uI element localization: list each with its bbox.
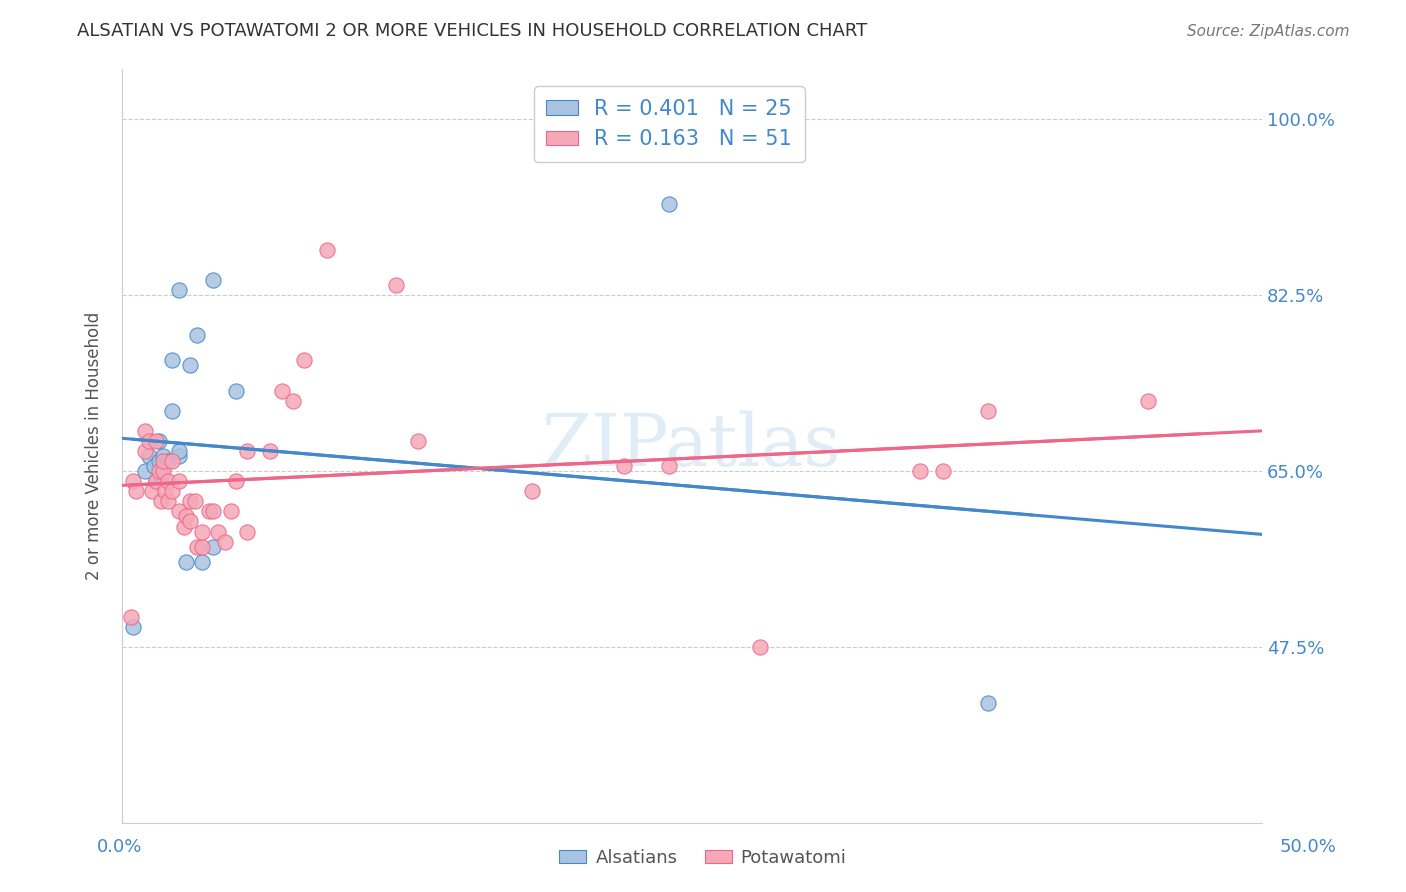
- Point: [207, 524, 229, 539]
- Point: [160, 404, 183, 418]
- Text: ZIPatlas: ZIPatlas: [543, 410, 842, 482]
- Legend: Alsatians, Potawatomi: Alsatians, Potawatomi: [553, 842, 853, 874]
- Point: [749, 640, 772, 655]
- Point: [173, 519, 195, 533]
- Point: [191, 540, 214, 554]
- Point: [191, 524, 214, 539]
- Point: [174, 509, 197, 524]
- Point: [613, 459, 636, 474]
- Point: [186, 540, 208, 554]
- Point: [148, 454, 170, 468]
- Point: [138, 449, 160, 463]
- Point: [236, 524, 259, 539]
- Point: [138, 434, 160, 448]
- Point: [202, 504, 225, 518]
- Point: [152, 454, 174, 468]
- Point: [270, 384, 292, 398]
- Text: ALSATIAN VS POTAWATOMI 2 OR MORE VEHICLES IN HOUSEHOLD CORRELATION CHART: ALSATIAN VS POTAWATOMI 2 OR MORE VEHICLE…: [77, 21, 868, 39]
- Point: [156, 474, 179, 488]
- Point: [125, 484, 148, 499]
- Point: [141, 484, 163, 499]
- Text: 50.0%: 50.0%: [1279, 838, 1336, 855]
- Point: [174, 555, 197, 569]
- Point: [152, 449, 174, 463]
- Point: [186, 328, 208, 343]
- Point: [120, 610, 142, 624]
- Point: [148, 464, 170, 478]
- Point: [148, 434, 170, 448]
- Point: [160, 484, 183, 499]
- Point: [179, 359, 201, 373]
- Point: [149, 469, 172, 483]
- Point: [122, 474, 145, 488]
- Point: [184, 494, 207, 508]
- Point: [202, 540, 225, 554]
- Point: [167, 474, 190, 488]
- Point: [316, 243, 339, 257]
- Point: [236, 444, 259, 458]
- Point: [384, 277, 406, 292]
- Point: [134, 464, 156, 478]
- Point: [259, 444, 281, 458]
- Point: [149, 494, 172, 508]
- Point: [214, 534, 236, 549]
- Point: [122, 620, 145, 634]
- Point: [408, 434, 430, 448]
- Point: [294, 353, 316, 368]
- Point: [160, 353, 183, 368]
- Point: [977, 696, 1000, 710]
- Point: [977, 404, 1000, 418]
- Point: [145, 434, 167, 448]
- Point: [179, 494, 201, 508]
- Point: [156, 494, 179, 508]
- Point: [143, 459, 166, 474]
- Point: [522, 484, 544, 499]
- Point: [221, 504, 243, 518]
- Point: [155, 484, 177, 499]
- Point: [932, 464, 955, 478]
- Point: [908, 464, 931, 478]
- Point: [202, 273, 225, 287]
- Text: Source: ZipAtlas.com: Source: ZipAtlas.com: [1187, 24, 1350, 38]
- Legend: R = 0.401   N = 25, R = 0.163   N = 51: R = 0.401 N = 25, R = 0.163 N = 51: [534, 87, 804, 162]
- Y-axis label: 2 or more Vehicles in Household: 2 or more Vehicles in Household: [86, 312, 103, 580]
- Point: [156, 454, 179, 468]
- Point: [1136, 393, 1159, 408]
- Point: [658, 459, 681, 474]
- Point: [134, 424, 156, 438]
- Point: [179, 515, 201, 529]
- Point: [167, 449, 190, 463]
- Point: [152, 464, 174, 478]
- Point: [152, 459, 174, 474]
- Point: [167, 283, 190, 297]
- Point: [134, 444, 156, 458]
- Point: [281, 393, 304, 408]
- Point: [167, 444, 190, 458]
- Point: [225, 384, 247, 398]
- Point: [145, 474, 167, 488]
- Point: [145, 474, 167, 488]
- Point: [191, 555, 214, 569]
- Point: [658, 197, 681, 211]
- Point: [197, 504, 219, 518]
- Point: [225, 474, 247, 488]
- Text: 0.0%: 0.0%: [97, 838, 142, 855]
- Point: [167, 504, 190, 518]
- Point: [160, 454, 183, 468]
